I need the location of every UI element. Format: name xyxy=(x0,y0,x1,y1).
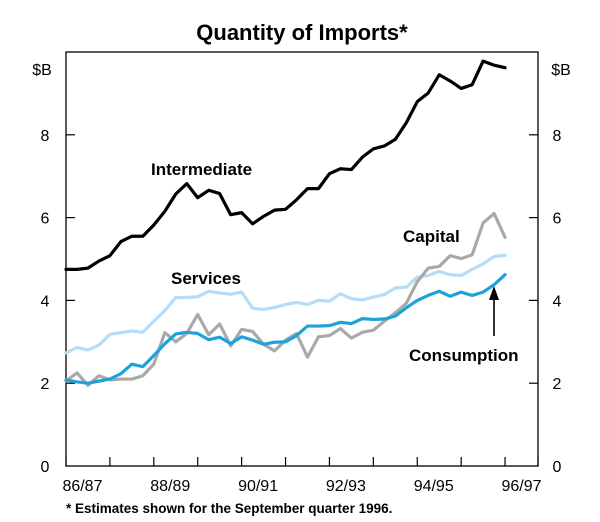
x-tick-label-0: 86/87 xyxy=(62,478,102,495)
y-tick-label-right-0: 0 xyxy=(553,459,562,476)
y-tick-label-right-4: 4 xyxy=(553,293,562,310)
y-tick-label-left-4: 4 xyxy=(41,293,50,310)
y-axis-label-left: $B xyxy=(32,62,52,79)
y-tick-label-left-2: 2 xyxy=(41,376,50,393)
y-tick-label-left-0: 0 xyxy=(41,459,50,476)
series-lines xyxy=(64,59,507,387)
y-tick-label-right-8: 8 xyxy=(553,128,562,145)
x-tick-label-4: 94/95 xyxy=(414,478,454,495)
footnote: * Estimates shown for the September quar… xyxy=(66,501,392,516)
label-consumption: Consumption xyxy=(409,346,519,365)
y-tick-label-right-2: 2 xyxy=(553,376,562,393)
label-services: Services xyxy=(171,269,241,288)
x-axis-ticks: 86/87 88/89 90/91 92/93 94/95 96/97 xyxy=(62,457,542,495)
y-tick-label-left-8: 8 xyxy=(41,128,50,145)
y-tick-label-right-6: 6 xyxy=(553,211,562,228)
x-tick-label-3: 92/93 xyxy=(326,478,366,495)
series-line-intermediate xyxy=(64,59,507,271)
series-line-consumption xyxy=(64,273,507,385)
chart-title: Quantity of Imports* xyxy=(196,20,408,45)
x-tick-label-2: 90/91 xyxy=(238,478,278,495)
y-axis-ticks: 0 0 2 2 4 4 6 6 8 8 xyxy=(41,128,562,476)
label-intermediate: Intermediate xyxy=(151,160,252,179)
consumption-arrow xyxy=(489,286,499,336)
series-line-services xyxy=(64,253,507,355)
y-tick-label-left-6: 6 xyxy=(41,211,50,228)
plot-frame xyxy=(65,51,539,467)
x-tick-label-5: 96/97 xyxy=(502,478,542,495)
label-capital: Capital xyxy=(403,227,460,246)
x-tick-label-1: 88/89 xyxy=(150,478,190,495)
y-axis-label-right: $B xyxy=(551,62,571,79)
